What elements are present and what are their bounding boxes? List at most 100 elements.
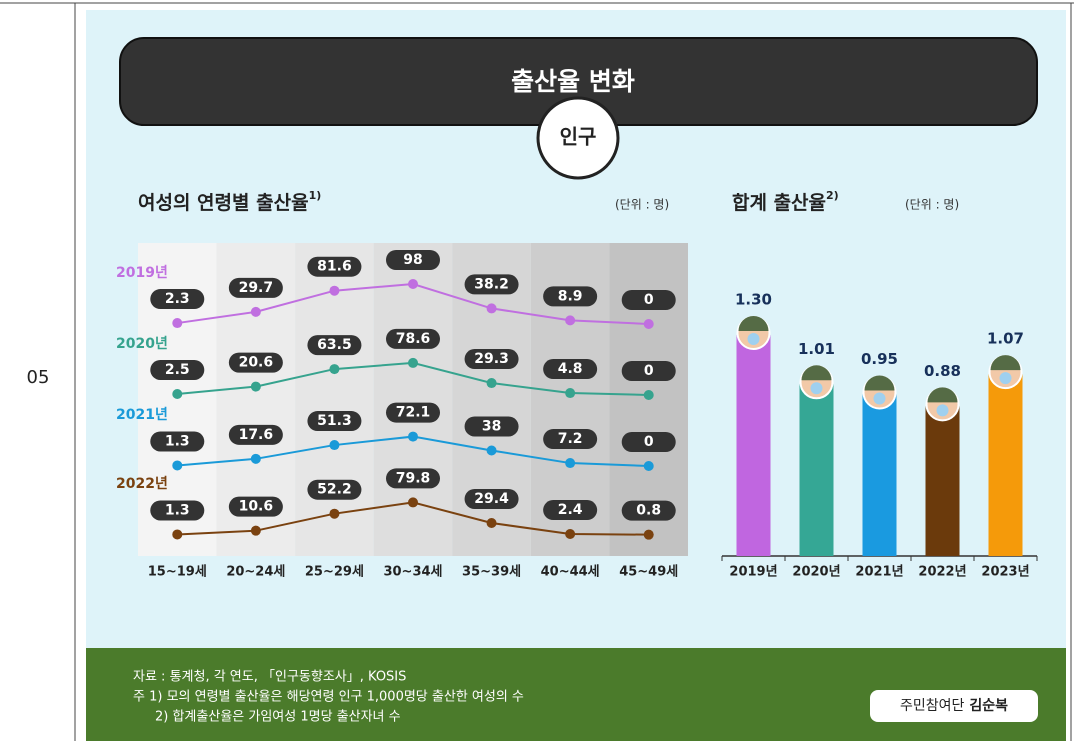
x-tick-label: 35~39세: [462, 565, 521, 580]
value-label: 72.1: [396, 405, 431, 421]
value-label: 1.3: [165, 433, 190, 449]
unit: (단위 : 명): [905, 198, 959, 212]
value-label: 79.8: [396, 470, 431, 486]
point: [172, 529, 182, 539]
value-label: 0: [644, 363, 654, 379]
value-label: 51.3: [317, 413, 352, 429]
bar: [737, 335, 771, 556]
point: [329, 440, 339, 450]
point: [565, 388, 575, 398]
point: [565, 315, 575, 325]
page: 05 출산율 변화 인구 여성의 연령별 출산율1) (단위 : 명) 합계 출…: [0, 0, 1074, 741]
legend-label: 2021년: [116, 407, 168, 423]
value-label: 0.95: [861, 350, 898, 368]
mask: [1000, 372, 1012, 384]
value-label: 1.30: [735, 291, 772, 309]
value-label: 78.6: [396, 331, 431, 347]
credit-name: 김순복: [969, 697, 1008, 714]
x-tick-label: 2021년: [855, 565, 903, 580]
bar: [863, 395, 897, 557]
row-number: 05: [27, 367, 50, 388]
x-tick-label: 2023년: [981, 565, 1029, 580]
point: [329, 364, 339, 374]
note: 주 1) 모의 연령별 출산율은 해당연령 인구 1,000명당 출산한 여성의…: [133, 690, 524, 705]
point: [487, 303, 497, 313]
badge-text: 인구: [560, 125, 597, 149]
value-label: 63.5: [317, 337, 352, 353]
unit: (단위 : 명): [615, 198, 669, 212]
point: [251, 307, 261, 317]
x-tick-label: 40~44세: [541, 565, 600, 580]
value-label: 2.3: [165, 291, 190, 307]
chart-title: 여성의 연령별 출산율1): [138, 189, 321, 214]
note: 2) 합계출산율은 가임여성 1명당 출산자녀 수: [155, 710, 401, 725]
point: [644, 390, 654, 400]
value-label: 17.6: [239, 427, 274, 443]
bar: [926, 406, 960, 556]
x-tick-label: 2020년: [792, 565, 840, 580]
mask: [811, 382, 823, 394]
value-label: 29.3: [474, 351, 509, 367]
point: [487, 518, 497, 528]
value-label: 0: [644, 292, 654, 308]
value-label: 7.2: [558, 431, 583, 447]
point: [408, 279, 418, 289]
bar: [800, 384, 834, 556]
point: [329, 509, 339, 519]
point: [644, 530, 654, 540]
x-tick-label: 25~29세: [305, 565, 364, 580]
source: 자료 : 통계청, 각 연도, 「인구동향조사」, KOSIS: [133, 670, 406, 685]
value-label: 20.6: [239, 355, 274, 371]
value-label: 98: [403, 252, 422, 268]
title: 출산율 변화: [511, 67, 635, 96]
chart-title-text: 여성의 연령별 출산율: [138, 192, 309, 214]
value-label: 0: [644, 434, 654, 450]
value-label: 52.2: [317, 482, 352, 498]
point: [408, 432, 418, 442]
point: [251, 526, 261, 536]
chart-title: 합계 출산율2): [732, 189, 839, 214]
x-tick-label: 2022년: [918, 565, 966, 580]
legend-label: 2019년: [116, 265, 168, 281]
mask: [748, 333, 760, 345]
point: [172, 318, 182, 328]
value-label: 2.5: [165, 362, 190, 378]
value-label: 38.2: [474, 276, 509, 292]
chart-title-text: 합계 출산율: [732, 192, 826, 214]
x-tick-label: 20~24세: [226, 565, 285, 580]
credit-org: 주민참여단: [900, 698, 965, 714]
point: [251, 454, 261, 464]
value-label: 1.01: [798, 340, 835, 358]
value-label: 29.7: [239, 280, 274, 296]
point: [172, 389, 182, 399]
value-label: 4.8: [558, 361, 583, 377]
x-tick-label: 30~34세: [383, 565, 442, 580]
value-label: 81.6: [317, 259, 352, 275]
chart-title-note: 1): [309, 189, 322, 202]
x-tick-label: 2019년: [729, 565, 777, 580]
value-label: 1.07: [987, 330, 1024, 348]
point: [329, 286, 339, 296]
value-label: 29.4: [474, 491, 509, 507]
bar: [989, 374, 1023, 556]
value-label: 0.88: [924, 362, 961, 380]
point: [172, 460, 182, 470]
point: [644, 319, 654, 329]
point: [408, 358, 418, 368]
value-label: 0.8: [636, 503, 661, 519]
x-tick-label: 15~19세: [148, 565, 207, 580]
mask: [937, 404, 949, 416]
point: [565, 458, 575, 468]
value-label: 1.3: [165, 502, 190, 518]
mask: [874, 393, 886, 405]
point: [408, 497, 418, 507]
x-tick-label: 45~49세: [619, 565, 678, 580]
value-label: 2.4: [558, 502, 583, 518]
value-label: 38: [482, 418, 501, 434]
legend-label: 2020년: [116, 336, 168, 352]
point: [487, 445, 497, 455]
value-label: 10.6: [239, 499, 274, 515]
point: [251, 382, 261, 392]
point: [644, 461, 654, 471]
